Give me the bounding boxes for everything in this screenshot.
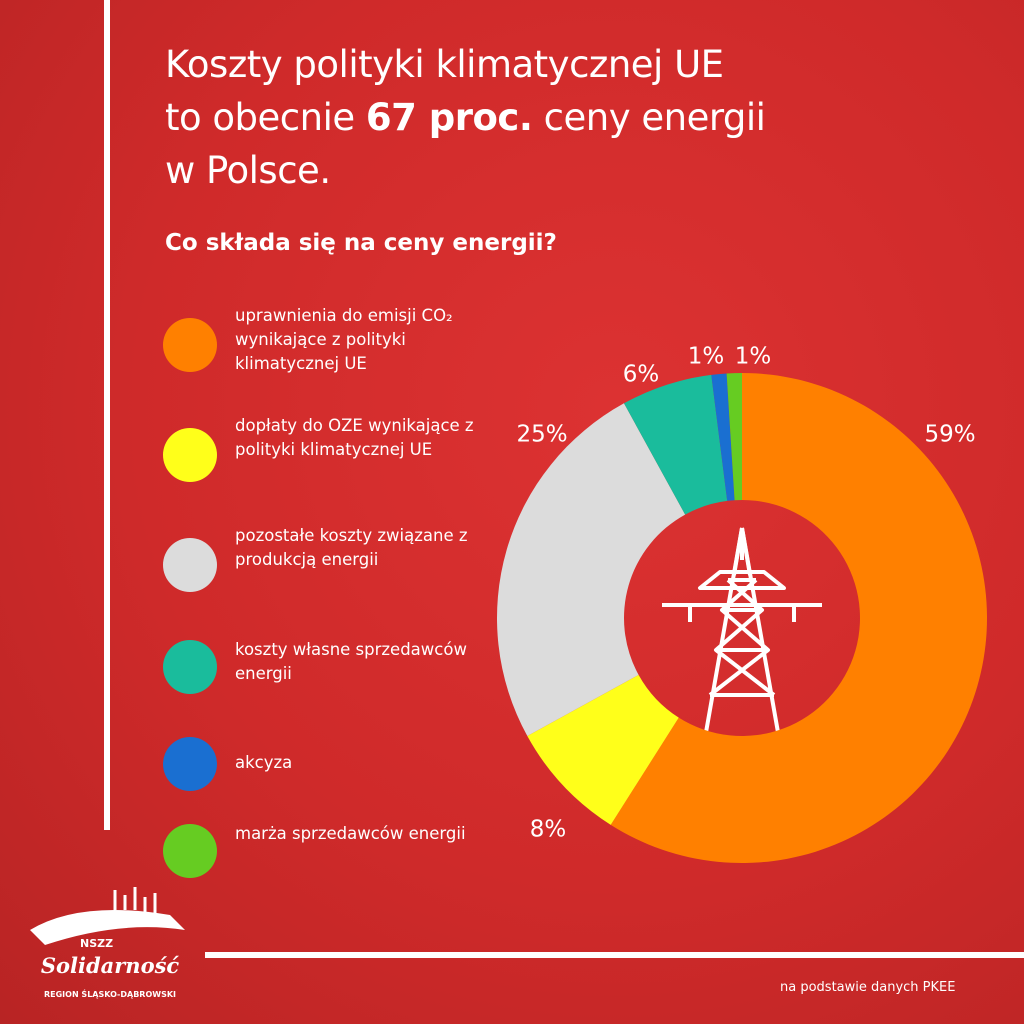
- logo-shape: [113, 887, 157, 913]
- legend-label: uprawnienia do emisji CO₂ wynikające z p…: [235, 306, 453, 373]
- title-line: Koszty polityki klimatycznej UE: [165, 43, 724, 86]
- value-label: 25%: [516, 422, 567, 448]
- title-line: w Polsce.: [165, 149, 331, 192]
- legend-swatch: [163, 428, 217, 482]
- donut-slice: [610, 373, 987, 863]
- value-label: 1%: [735, 344, 772, 370]
- logo-name: Solidarność: [41, 953, 180, 978]
- title-part: to obecnie: [165, 96, 366, 139]
- donut-slice: [527, 674, 679, 825]
- title-highlight: 67 proc.: [365, 96, 533, 139]
- divider-horizontal: [205, 952, 1024, 958]
- value-label: 8%: [530, 817, 567, 843]
- donut-slice: [726, 373, 742, 501]
- divider-vertical: [104, 0, 110, 830]
- donut-slice: [711, 373, 735, 501]
- legend-swatch: [163, 640, 217, 694]
- legend-label: marża sprzedawców energii: [235, 824, 466, 843]
- logo: NSZZ Solidarność REGION ŚLĄSKO-DĄBROWSKI: [30, 887, 185, 999]
- value-label: 1%: [688, 344, 725, 370]
- value-label: 6%: [623, 362, 660, 388]
- donut-slice: [623, 374, 728, 515]
- logo-top: NSZZ: [80, 937, 113, 950]
- legend-label: pozostałe koszty związane z produkcją en…: [235, 526, 468, 569]
- legend-label: akcyza: [235, 753, 293, 772]
- chart-subtitle: Co składa się na ceny energii?: [165, 230, 557, 256]
- legend-swatch: [163, 824, 217, 878]
- logo-region: REGION ŚLĄSKO-DĄBROWSKI: [44, 988, 176, 999]
- source-note: na podstawie danych PKEE: [780, 980, 956, 995]
- value-label: 59%: [924, 422, 975, 448]
- title-part: ceny energii: [532, 96, 766, 139]
- chart-title: Koszty polityki klimatycznej UE to obecni…: [165, 38, 766, 197]
- legend-swatch: [163, 538, 217, 592]
- legend-label: dopłaty do OZE wynikające z polityki kli…: [235, 416, 474, 459]
- logo-shape: [30, 910, 185, 945]
- legend-swatch: [163, 737, 217, 791]
- pylon-icon: [662, 527, 822, 740]
- slices: [497, 373, 987, 863]
- legend-swatch: [163, 318, 217, 372]
- donut-slice: [497, 403, 686, 737]
- legend-label: koszty własne sprzedawców energii: [235, 640, 467, 683]
